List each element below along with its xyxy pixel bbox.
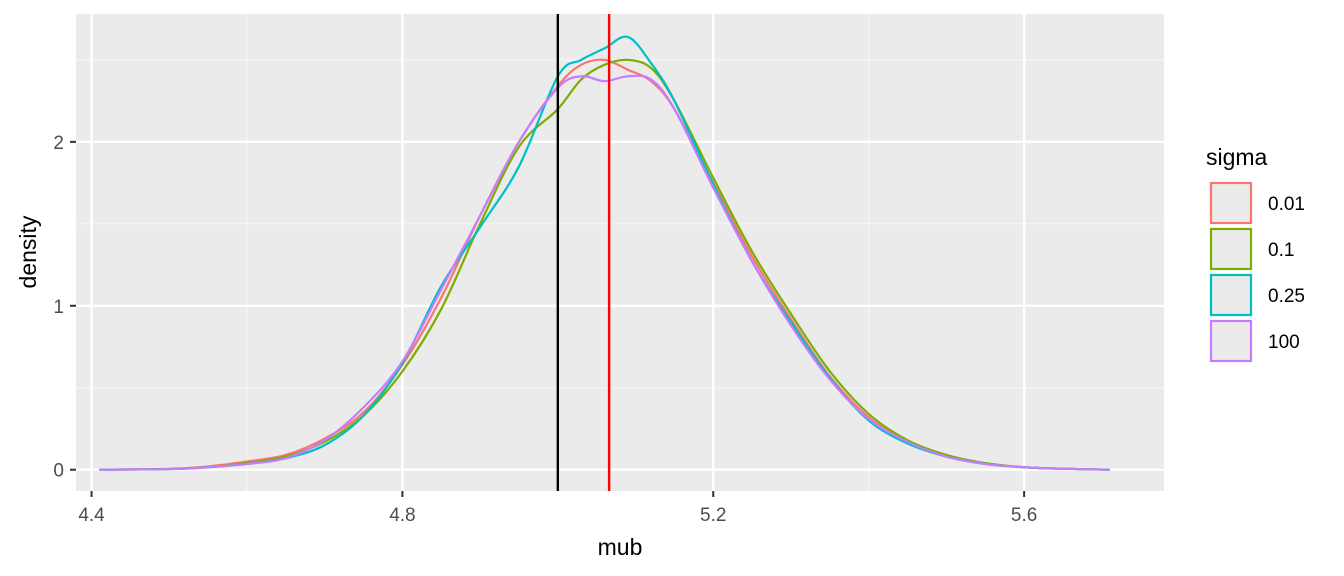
- legend-label-sigma-100: 100: [1268, 332, 1300, 353]
- y-tick-label: 0: [53, 461, 64, 482]
- legend-title: sigma: [1206, 144, 1268, 170]
- x-axis: 4.4 4.8 5.2 5.6: [78, 491, 1037, 526]
- legend-key-sigma-100: [1209, 319, 1253, 363]
- y-axis: 0 1 2: [53, 133, 76, 482]
- x-tick-label: 5.6: [1011, 505, 1037, 526]
- legend-label-sigma-0.25: 0.25: [1268, 286, 1305, 307]
- legend-key-sigma-0.25: [1209, 273, 1253, 317]
- density-line-sigma-0.25: [99, 35, 1110, 471]
- legend-label-sigma-0.1: 0.1: [1268, 240, 1294, 261]
- legend-key-background: [1210, 182, 1252, 224]
- y-tick-label: 1: [53, 297, 64, 318]
- legend-key-sigma-0.1: [1209, 227, 1253, 271]
- reference-lines: [556, 14, 611, 491]
- legend-key-sigma-0.01: [1209, 181, 1253, 225]
- legend-key-background: [1210, 274, 1252, 316]
- y-axis-title: density: [15, 215, 41, 288]
- series-layer: [99, 35, 1110, 471]
- legend-key-background: [1210, 228, 1252, 270]
- density-line-sigma-100: [99, 74, 1110, 471]
- y-tick-label: 2: [53, 133, 64, 154]
- legend-key-background: [1210, 320, 1252, 362]
- x-tick-label: 4.4: [78, 505, 105, 526]
- x-tick-label: 5.2: [700, 505, 726, 526]
- legend-label-sigma-0.01: 0.01: [1268, 194, 1305, 215]
- panel-background: [76, 14, 1164, 491]
- x-axis-title: mub: [598, 534, 643, 560]
- grid-major: [76, 14, 1164, 491]
- x-tick-label: 4.8: [389, 505, 415, 526]
- legend: sigma 0.01 0.1 0.25 100: [1206, 144, 1305, 363]
